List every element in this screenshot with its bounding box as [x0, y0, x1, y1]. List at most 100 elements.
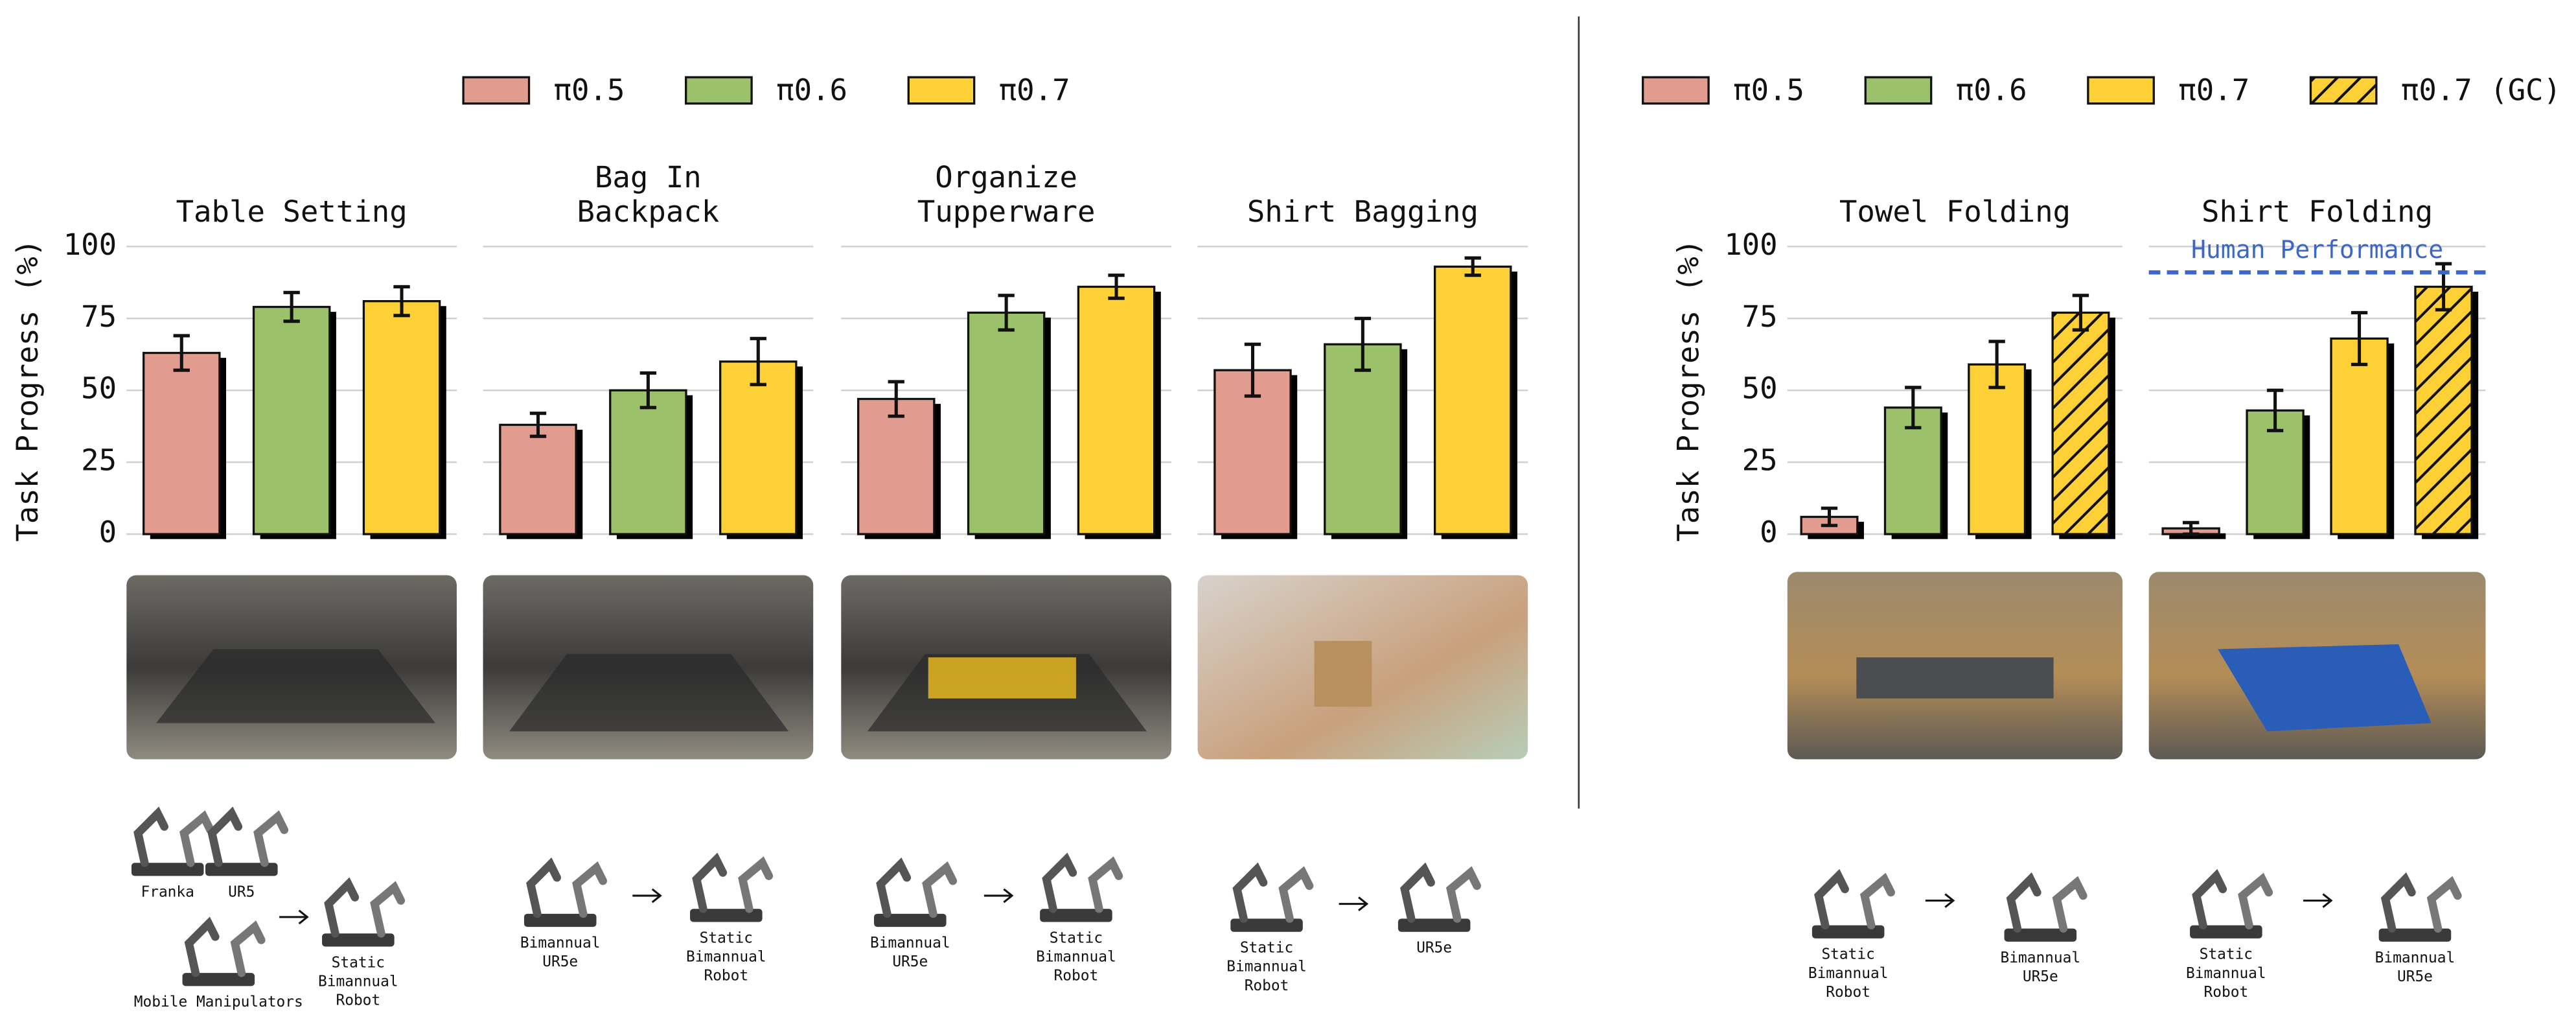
error-bar: [888, 380, 904, 418]
legend-swatch: [685, 76, 753, 105]
robot-icon: [1040, 852, 1123, 922]
legend-swatch: [462, 76, 531, 105]
chart-title: Backpack: [577, 194, 719, 229]
embodiment-label: Bimannual: [1226, 959, 1307, 975]
legend-swatch: [2087, 76, 2155, 105]
robot-arm: [2192, 869, 2227, 929]
robot-icon: [2378, 872, 2462, 942]
embodiment-label: Static: [700, 929, 753, 946]
robot-arm: [526, 857, 561, 918]
embodiment-label: Franka: [141, 883, 194, 900]
robot-arm: [922, 861, 958, 918]
photo-detail: [928, 657, 1076, 699]
bar: [2414, 285, 2473, 535]
robot-arm: [1088, 856, 1123, 913]
error-bar: [173, 334, 190, 372]
legend-label: π0.7 (GC): [2401, 73, 2561, 107]
robot-arm: [253, 810, 289, 867]
robot-icon: [1397, 862, 1481, 932]
robot-arm: [370, 881, 406, 938]
bar: [719, 360, 798, 535]
bar: [857, 397, 936, 535]
robot-base: [205, 863, 278, 876]
robot-base: [2190, 925, 2262, 939]
robot-base: [1040, 909, 1112, 922]
robot-base: [1811, 925, 1885, 939]
robot-icon: [182, 916, 266, 986]
error-bar: [1244, 342, 1261, 398]
arrow-head: [1944, 893, 1955, 908]
robot-base: [131, 863, 204, 876]
embodiment-label: UR5e: [2023, 968, 2058, 985]
bar: [2051, 311, 2110, 535]
embodiment-label: Bimannual: [2375, 950, 2455, 966]
arrow-head: [1003, 888, 1014, 904]
robot-arm: [2380, 872, 2416, 933]
error-bar: [998, 294, 1015, 332]
y-tick-label: 50: [81, 371, 117, 406]
robot-icon: [1230, 862, 1314, 932]
legend-label: π0.5: [1733, 73, 1804, 107]
robot-arm: [2426, 876, 2462, 933]
robot-icon: [131, 806, 214, 876]
legend-swatch: [2309, 76, 2378, 105]
bar: [967, 311, 1046, 535]
robot-arm: [738, 856, 774, 913]
robot-base: [322, 933, 395, 947]
error-bar: [393, 285, 410, 318]
chart-title: Shirt Bagging: [1247, 194, 1478, 229]
robot-arm: [1278, 866, 1314, 923]
robot-base: [2004, 928, 2077, 942]
error-bar: [1464, 256, 1481, 277]
embodiment-label: Static: [1240, 940, 1293, 957]
y-tick-label: 75: [81, 299, 117, 334]
y-tick-label: 75: [1742, 299, 1778, 334]
legend-label: π0.7: [999, 73, 1070, 107]
robot-base: [2378, 928, 2452, 942]
robot-icon: [1811, 869, 1895, 939]
bar-shadow: [2169, 533, 2226, 539]
embodiment-label: Robot: [1245, 977, 1289, 994]
arrow-head: [298, 909, 309, 925]
legend-swatch: [1642, 76, 1710, 105]
robot-icon: [205, 806, 289, 876]
error-bar: [529, 412, 547, 438]
photo-detail: [509, 654, 789, 732]
embodiment-label: Robot: [2204, 984, 2249, 1001]
embodiment-label: Bimannual: [520, 935, 601, 951]
embodiment-label: UR5e: [2397, 968, 2433, 985]
chart-title: Organize: [935, 160, 1077, 194]
reference-label: Human Performance: [2191, 235, 2443, 264]
y-tick-label: 25: [1742, 443, 1778, 478]
error-bar: [2266, 388, 2284, 432]
chart-title: Tupperware: [917, 194, 1096, 229]
error-bar: [2072, 294, 2089, 332]
bar: [142, 351, 221, 535]
photos: [126, 572, 2486, 760]
robot-arm: [692, 852, 728, 913]
robot-base: [874, 913, 947, 927]
y-tick-label: 25: [81, 443, 117, 478]
embodiment-label: UR5e: [542, 953, 578, 970]
photo-detail: [2218, 644, 2432, 732]
embodiment-label: Static: [1050, 929, 1103, 946]
embodiment-label: Static: [332, 954, 385, 971]
embodiment-label: Static: [2200, 946, 2253, 963]
robot-icon: [874, 857, 958, 927]
legend-label: π0.6: [1956, 73, 2027, 107]
embodiment-label: UR5e: [1416, 940, 1452, 957]
bar: [1968, 363, 2027, 535]
robot-arm: [133, 806, 168, 867]
y-axis-label: Task Progress (%): [10, 239, 45, 542]
robot-arm: [1400, 862, 1435, 923]
legend-label: π0.7: [2178, 73, 2249, 107]
embodiment-label: Static: [1821, 946, 1874, 963]
embodiment-label: Robot: [1826, 984, 1870, 1001]
embodiment-label: Bimannual: [1808, 965, 1889, 982]
photo-detail: [1856, 657, 2054, 699]
bar: [1434, 265, 1512, 535]
error-bar: [1988, 340, 2005, 390]
embodiment-label: Bimannual: [2186, 965, 2266, 982]
error-bar: [639, 371, 657, 410]
y-axis-label: Task Progress (%): [1672, 239, 1706, 542]
